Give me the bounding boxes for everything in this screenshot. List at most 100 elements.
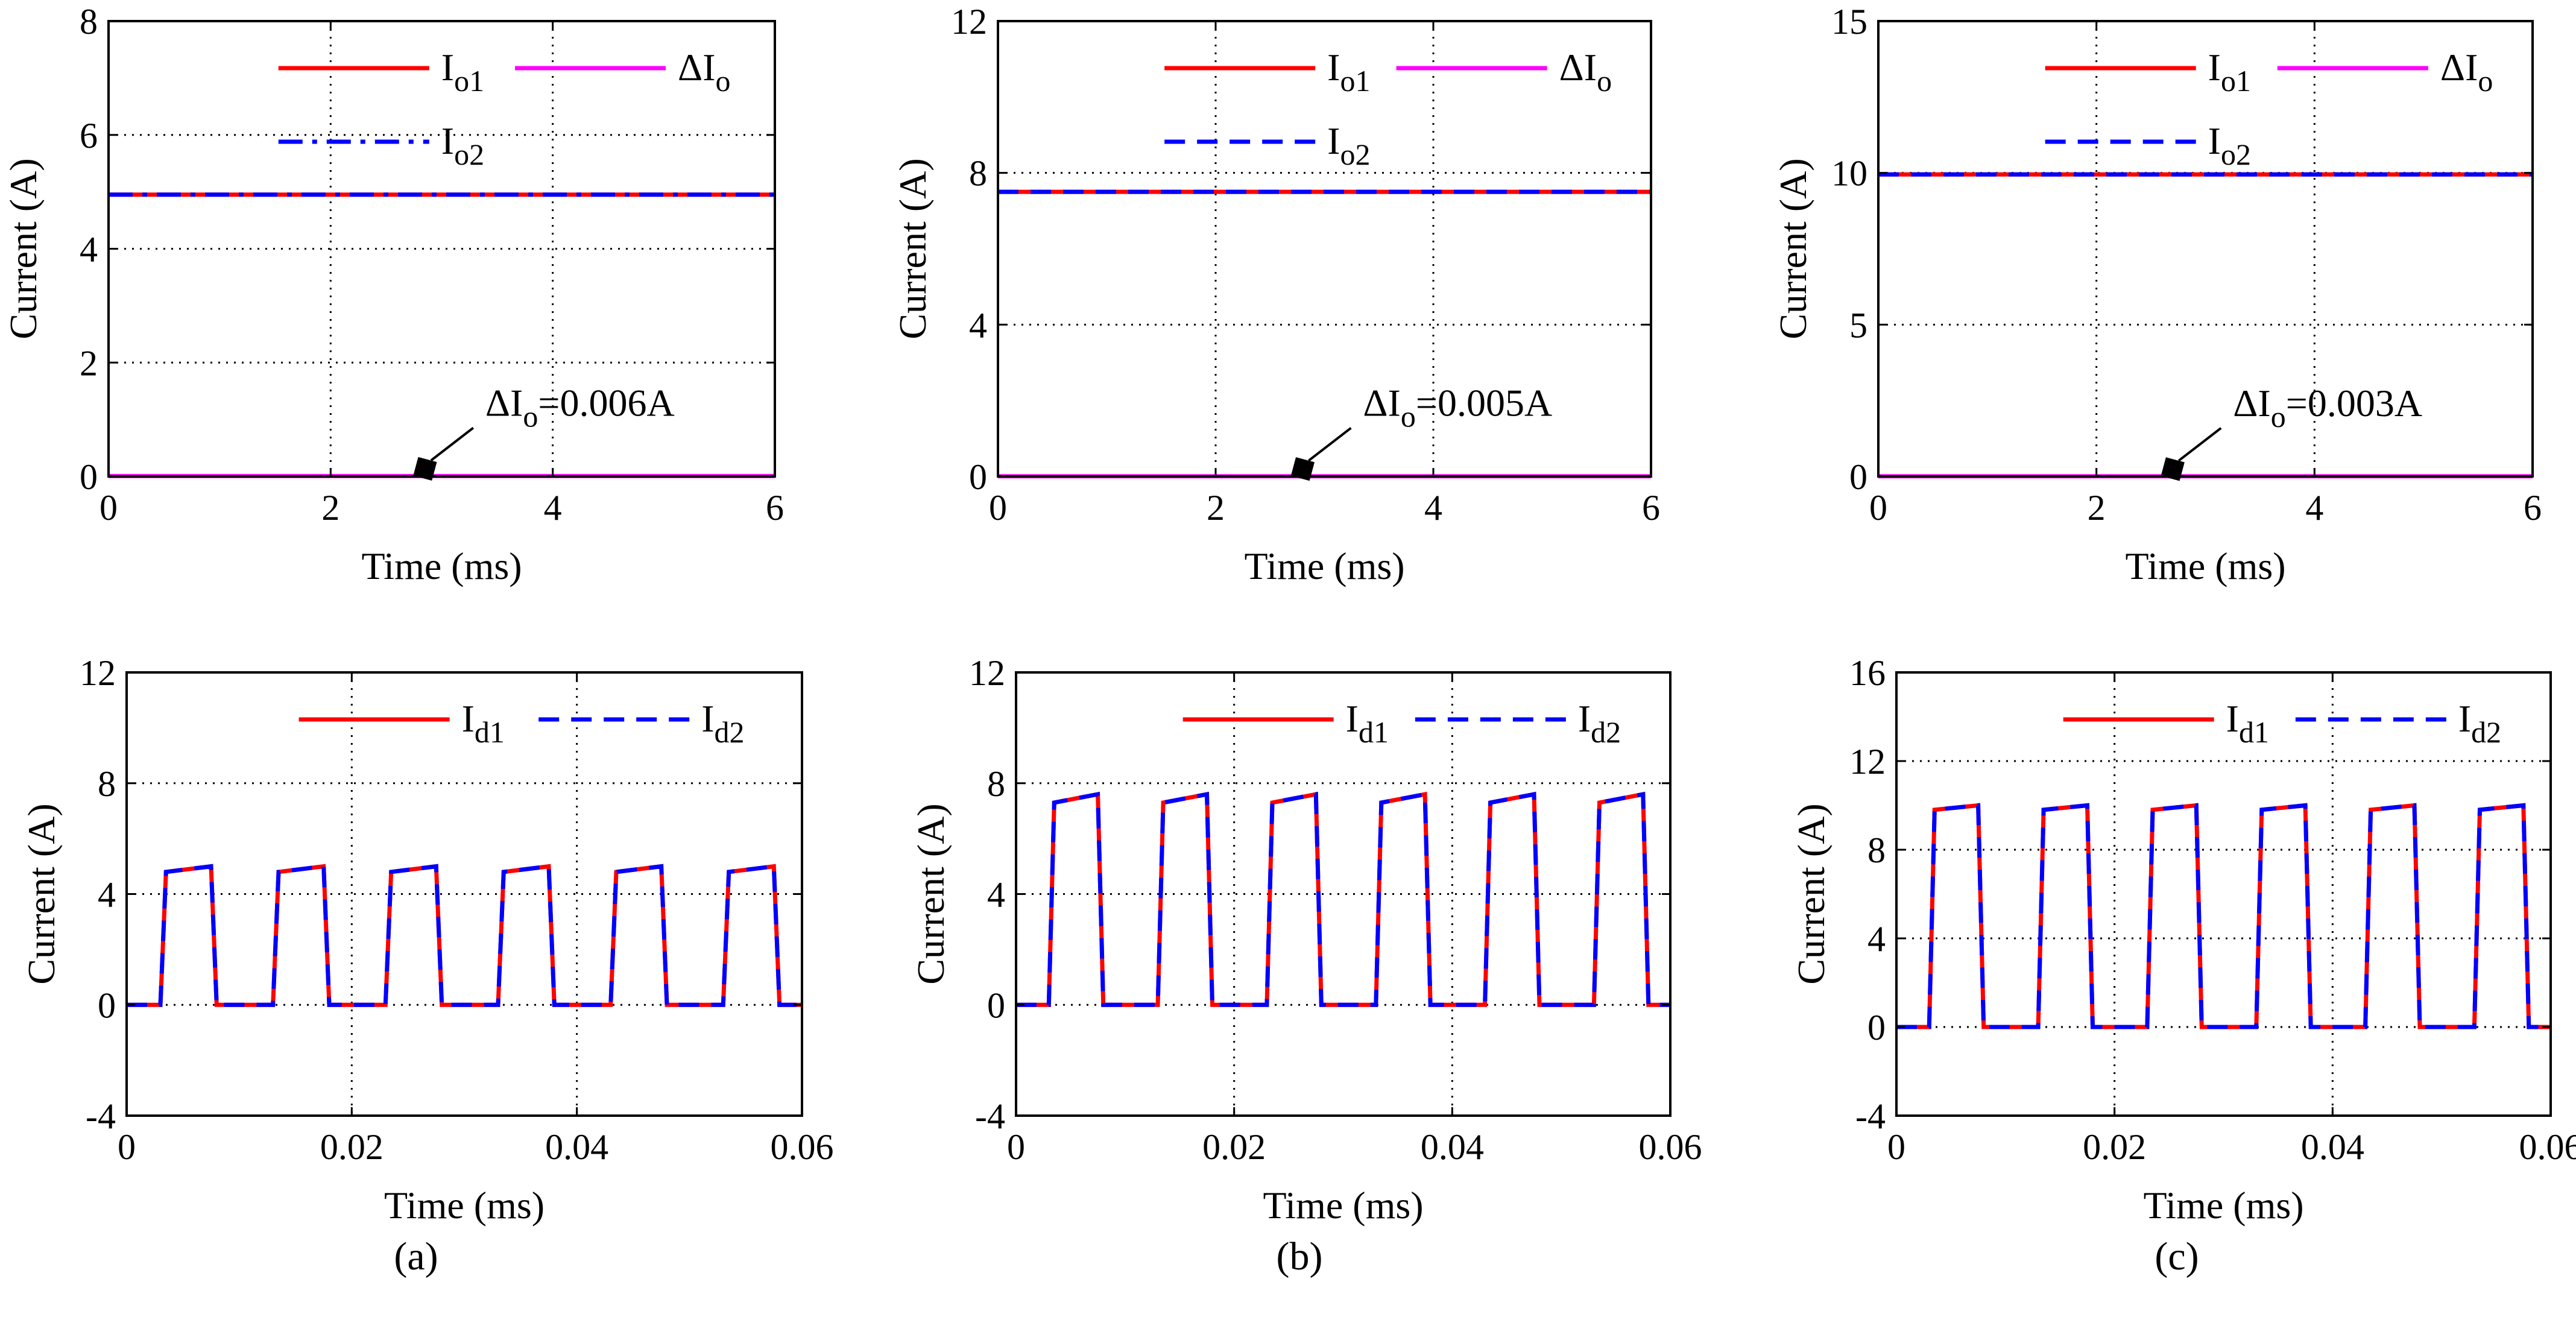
x-tick-label: 0.04	[2301, 1127, 2364, 1167]
y-axis-label: Current (A)	[2, 158, 45, 339]
y-axis-label: Current (A)	[1772, 158, 1814, 339]
y-tick-label: 4	[987, 875, 1005, 915]
x-tick-label: 0	[1007, 1127, 1025, 1167]
y-axis-label: Current (A)	[891, 158, 934, 339]
y-tick-label: 8	[1867, 830, 1886, 870]
x-tick-label: 0.04	[1421, 1127, 1484, 1167]
y-tick-label: -4	[1855, 1096, 1886, 1136]
y-tick-label: 4	[98, 875, 116, 915]
x-axis-label: Time (ms)	[2125, 545, 2285, 587]
chart-c-top: ΔIo=0.003A 0 2 4 6 0 5 10 15 Time (ms) Current (A)…	[1772, 2, 2542, 587]
x-axis-label: Time (ms)	[384, 1184, 545, 1227]
annotation-label: ΔIo=0.006A	[485, 381, 675, 433]
x-tick-label: 0.04	[545, 1127, 608, 1167]
x-tick-label: 6	[2524, 488, 2542, 528]
x-axis-label: Time (ms)	[2143, 1184, 2303, 1227]
y-tick-label: 4	[80, 230, 98, 270]
x-tick-label: 6	[1642, 488, 1660, 528]
y-tick-label: 15	[1831, 2, 1867, 42]
axes-frame	[1015, 671, 1672, 1117]
y-tick-label: 10	[1831, 154, 1867, 194]
x-tick-label: 0	[118, 1127, 136, 1167]
annotation-marker	[2161, 457, 2185, 481]
y-tick-label: 0	[98, 985, 116, 1025]
y-tick-label: 5	[1849, 305, 1867, 345]
x-tick-label: 0	[1887, 1127, 1905, 1167]
chart-b-top: ΔIo=0.005A 0 2 4 6 0 4 8 12 Time (ms) Current (A) I…	[891, 2, 1660, 587]
x-axis-label: Time (ms)	[1244, 545, 1404, 587]
y-axis-label: Current (A)	[909, 803, 952, 984]
legend-label-ΔIo: ΔIo	[2440, 46, 2493, 98]
annotation-leader	[430, 426, 475, 462]
y-tick-label: 12	[80, 653, 116, 693]
y-tick-label: 0	[1849, 457, 1867, 497]
x-tick-label: 2	[1207, 488, 1225, 528]
annotation-marker	[1290, 457, 1315, 481]
axes-frame	[1895, 671, 2552, 1117]
annotation-label: ΔIo=0.005A	[1363, 382, 1552, 434]
axes-frame	[1877, 20, 2534, 478]
legend-label-Io2: Io2	[2208, 119, 2251, 171]
legend-label-Io2: Io2	[441, 119, 484, 171]
x-tick-label: 4	[1424, 488, 1442, 528]
axes-frame	[997, 20, 1652, 478]
legend-label-Io1: Io1	[441, 46, 484, 98]
legend-label-Io1: Io1	[1327, 46, 1370, 98]
y-tick-label: -4	[975, 1096, 1005, 1136]
legend-label-Io2: Io2	[1327, 119, 1370, 171]
x-tick-label: 2	[321, 488, 339, 528]
legend-label-ΔIo: ΔIo	[1559, 46, 1612, 98]
annotation-marker	[413, 457, 437, 481]
series-line-Id1	[1896, 803, 2551, 1029]
y-tick-label: -4	[86, 1096, 116, 1136]
legend-label-ΔIo: ΔIo	[678, 46, 730, 98]
y-tick-label: 8	[969, 154, 987, 194]
y-tick-label: 12	[951, 2, 987, 42]
y-tick-label: 8	[98, 764, 116, 804]
legend-label-Id1: Id1	[462, 697, 505, 749]
legend-label-Id2: Id2	[2458, 697, 2501, 749]
series-line-Id1	[1016, 791, 1670, 1007]
x-axis-label: Time (ms)	[361, 545, 522, 587]
y-tick-label: 0	[1867, 1008, 1886, 1048]
caption-b: (b)	[1277, 1234, 1323, 1278]
y-tick-label: 16	[1849, 653, 1886, 693]
caption-a: (a)	[394, 1234, 438, 1278]
y-tick-label: 8	[987, 764, 1005, 804]
x-tick-label: 0	[1869, 488, 1887, 528]
y-axis-label: Current (A)	[20, 803, 63, 984]
x-tick-label: 4	[544, 488, 562, 528]
legend-label-Id2: Id2	[701, 697, 744, 749]
annotation-label: ΔIo=0.003A	[2233, 382, 2422, 434]
legend-label-Id1: Id1	[2226, 697, 2269, 749]
series-line-Id2	[127, 864, 802, 1007]
x-tick-label: 0.06	[2519, 1127, 2576, 1167]
y-tick-label: 12	[969, 653, 1005, 693]
series-line-Id2	[1016, 791, 1670, 1007]
legend-label-Id2: Id2	[1578, 697, 1621, 749]
x-tick-label: 4	[2305, 488, 2323, 528]
y-tick-label: 0	[969, 457, 987, 497]
y-axis-label: Current (A)	[1790, 803, 1833, 984]
x-tick-label: 0	[99, 488, 118, 528]
x-tick-label: 2	[2088, 488, 2106, 528]
y-tick-label: 8	[80, 2, 98, 42]
x-tick-label: 0.02	[2083, 1127, 2146, 1167]
annotation-leader	[1308, 427, 1352, 462]
x-tick-label: 0.06	[1639, 1127, 1702, 1167]
y-tick-label: 0	[80, 457, 98, 497]
chart-a-top: ΔIo=0.006A 0 2 4 6 0 2 4 6 8 Time (ms) Current (A) I…	[2, 2, 784, 587]
x-axis-label: Time (ms)	[1263, 1184, 1423, 1227]
y-tick-label: 12	[1849, 742, 1886, 782]
caption-c: (c)	[2155, 1234, 2199, 1278]
legend-label-Id1: Id1	[1346, 697, 1389, 749]
y-tick-label: 2	[80, 343, 98, 383]
legend-label-Io1: Io1	[2208, 46, 2251, 98]
y-tick-label: 0	[987, 985, 1005, 1025]
x-tick-label: 0.06	[771, 1127, 834, 1167]
annotation-leader	[2178, 427, 2222, 462]
